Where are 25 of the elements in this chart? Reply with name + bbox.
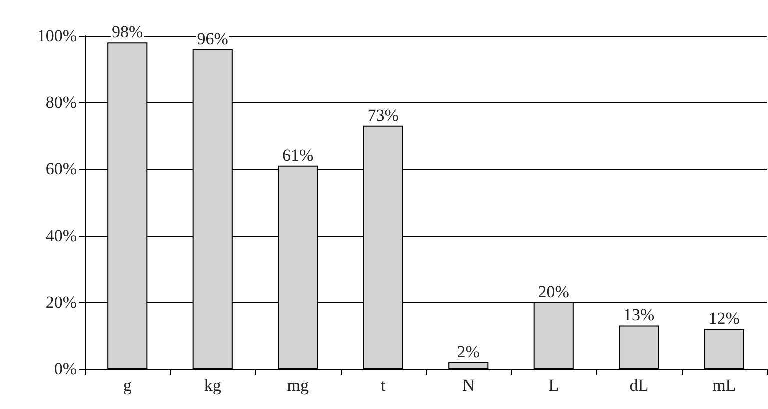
data-label: 98%	[112, 22, 144, 42]
data-label: 2%	[457, 342, 480, 362]
x-tick-label: g	[123, 376, 132, 395]
bar	[448, 362, 489, 369]
data-label: 20%	[538, 282, 570, 302]
bar	[704, 329, 744, 369]
data-label: 12%	[708, 309, 740, 328]
x-tick-label: L	[548, 376, 560, 395]
y-tick-label: 20%	[46, 292, 77, 312]
y-tick-label: 0%	[54, 360, 77, 378]
data-label: 13%	[624, 306, 655, 325]
y-tick-label: 100%	[37, 26, 77, 46]
data-label: 61%	[282, 146, 314, 165]
x-tick-label: t	[381, 376, 386, 395]
data-label: 96%	[197, 29, 228, 48]
y-tick-label: 60%	[46, 160, 77, 179]
x-tick-label: dL	[630, 376, 649, 395]
bar	[619, 326, 660, 369]
data-label: 73%	[368, 106, 399, 125]
x-tick-label: mg	[287, 376, 310, 395]
x-tick-label: N	[462, 376, 475, 395]
x-tick-label: mL	[712, 376, 736, 395]
y-tick-label: 80%	[46, 93, 77, 112]
y-tick-label: 40%	[46, 226, 77, 246]
x-tick-label: kg	[204, 376, 222, 395]
